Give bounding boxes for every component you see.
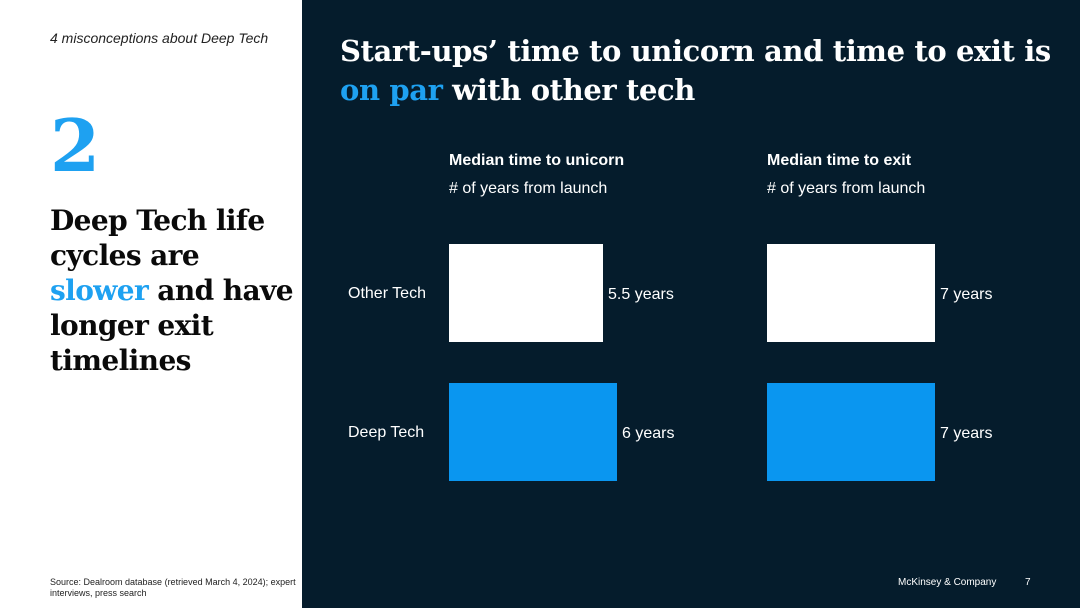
- page-number: 7: [1025, 577, 1031, 588]
- title-text-end: with other tech: [442, 73, 695, 107]
- footer-brand: McKinsey & Company: [898, 577, 997, 588]
- left-panel: 4 misconceptions about Deep Tech 2 Deep …: [0, 0, 302, 608]
- chart-subtitle-exit: # of years from launch: [767, 180, 926, 197]
- chart-title-unicorn: Median time to unicorn: [449, 152, 625, 169]
- bar-unicorn-other-tech: [449, 244, 603, 342]
- bar-unicorn-deep-tech: [449, 383, 617, 481]
- title-text-start: Start-ups’ time to unicorn and time to e…: [340, 34, 1051, 68]
- series-title: 4 misconceptions about Deep Tech: [50, 30, 269, 46]
- category-label-other-tech: Other Tech: [348, 285, 426, 302]
- bar-exit-other-tech: [767, 244, 935, 342]
- bar-exit-deep-tech: [767, 383, 935, 481]
- misconception-number: 2: [50, 103, 101, 188]
- headline-accent: slower: [50, 274, 149, 307]
- title-accent: on par: [340, 73, 443, 107]
- value-label-unicorn-other-tech: 5.5 years: [608, 286, 674, 303]
- right-panel: [302, 0, 1080, 608]
- category-label-deep-tech: Deep Tech: [348, 424, 425, 441]
- value-label-exit-deep-tech: 7 years: [940, 425, 992, 442]
- headline-text-end: and have longer exit timelines: [50, 274, 294, 377]
- headline-text-start: Deep Tech life cycles are: [50, 204, 265, 272]
- chart-title-exit: Median time to exit: [767, 152, 912, 169]
- source-note: Source: Dealroom database (retrieved Mar…: [50, 577, 296, 598]
- value-label-unicorn-deep-tech: 6 years: [622, 425, 674, 442]
- chart-subtitle-unicorn: # of years from launch: [449, 180, 608, 197]
- chart-header-exit: Median time to exit # of years from laun…: [767, 151, 925, 199]
- headline: Deep Tech life cycles are slower and hav…: [50, 203, 295, 378]
- chart-header-unicorn: Median time to unicorn # of years from l…: [449, 151, 624, 199]
- value-label-exit-other-tech: 7 years: [940, 286, 992, 303]
- slide-title: Start-ups’ time to unicorn and time to e…: [340, 32, 1060, 110]
